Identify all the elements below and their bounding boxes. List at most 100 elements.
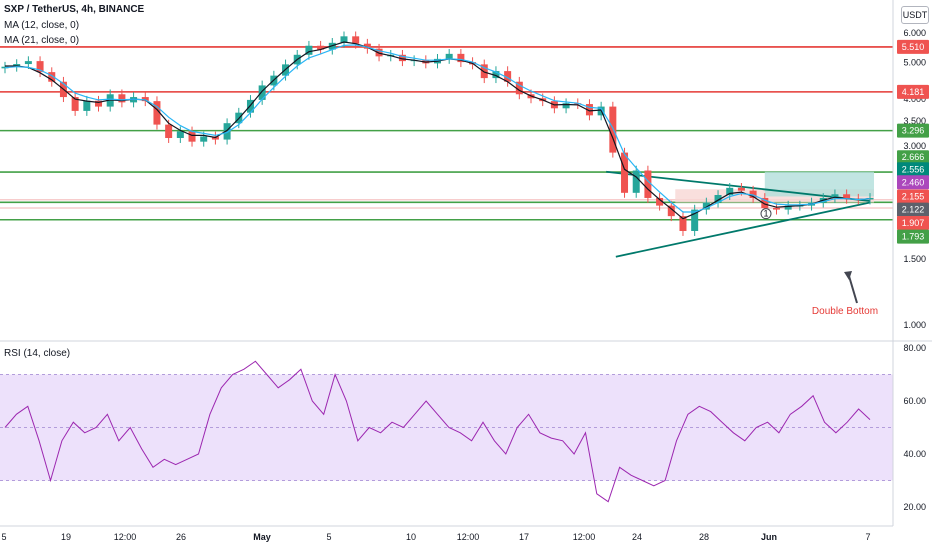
- candle[interactable]: [258, 85, 266, 100]
- candle[interactable]: [200, 136, 208, 142]
- ma21-legend[interactable]: MA (21, close, 0): [4, 35, 80, 46]
- double-bottom-label: Double Bottom: [812, 306, 878, 317]
- candle[interactable]: [784, 205, 792, 210]
- rsi-band-layer: [0, 374, 893, 482]
- rsi-tick-label: 60.00: [903, 396, 926, 406]
- rsi-legend[interactable]: RSI (14, close): [4, 348, 71, 359]
- candle[interactable]: [188, 131, 196, 142]
- candle[interactable]: [340, 36, 348, 43]
- price-tag: [897, 175, 929, 190]
- x-tick-label: 12:00: [457, 532, 480, 542]
- candle[interactable]: [130, 97, 138, 103]
- candle[interactable]: [772, 207, 780, 210]
- candle[interactable]: [223, 123, 231, 140]
- x-tick-label: Jun: [761, 532, 777, 542]
- candle[interactable]: [737, 187, 745, 191]
- candle[interactable]: [352, 36, 360, 44]
- rsi-line[interactable]: [4, 360, 871, 503]
- rsi-tick-label: 20.00: [903, 502, 926, 512]
- x-tick-label: 5: [326, 532, 331, 542]
- price-tag: [897, 150, 929, 165]
- candle[interactable]: [363, 43, 371, 49]
- price-tag: [897, 189, 929, 204]
- candle[interactable]: [398, 54, 406, 62]
- price-tag: [897, 162, 929, 177]
- x-tick-label: May: [253, 532, 271, 542]
- candle[interactable]: [726, 187, 734, 196]
- y-tick-label: 3.000: [903, 141, 926, 151]
- candle[interactable]: [702, 202, 710, 210]
- candle[interactable]: [761, 197, 769, 208]
- price-tag: [897, 202, 929, 217]
- ma12-line[interactable]: [5, 41, 871, 220]
- lower-trendline[interactable]: [615, 201, 871, 258]
- candle[interactable]: [843, 194, 851, 199]
- candle[interactable]: [13, 64, 21, 67]
- arrow-shaft: [848, 275, 858, 304]
- candle[interactable]: [609, 106, 617, 153]
- y-tick-label: 1.000: [903, 320, 926, 330]
- price-tag-label: 2.122: [902, 205, 925, 215]
- price-tag-label: 1.907: [902, 218, 925, 228]
- x-tick-label: 12:00: [114, 532, 137, 542]
- chart-title: SXP / TetherUS, 4h, BINANCE: [4, 4, 145, 15]
- candle[interactable]: [679, 216, 687, 231]
- price-tag-label: 3.296: [902, 126, 925, 136]
- x-tick-label: 19: [61, 532, 71, 542]
- arrow-head: [844, 271, 852, 280]
- candle[interactable]: [504, 71, 512, 82]
- y-tick-label: 6.000: [903, 28, 926, 38]
- candle[interactable]: [562, 103, 570, 109]
- ma-layer: [4, 41, 871, 220]
- price-tag: [897, 123, 929, 138]
- x-tick-label: 24: [632, 532, 642, 542]
- price-tags-layer: 5.510 4.181 3.296 2.666 2.556 2.460 2.155 2.122…: [897, 39, 929, 244]
- y-tick-label: 1.500: [903, 254, 926, 264]
- ma21-line[interactable]: [4, 44, 871, 213]
- candle[interactable]: [24, 61, 32, 65]
- candle[interactable]: [71, 97, 79, 111]
- candle[interactable]: [585, 104, 593, 116]
- candle[interactable]: [644, 170, 652, 198]
- candle[interactable]: [83, 100, 91, 111]
- rsi-tick-label: 80.00: [903, 343, 926, 353]
- candle[interactable]: [317, 45, 325, 50]
- y-tick-label: 3.500: [903, 116, 926, 126]
- candle[interactable]: [246, 99, 254, 113]
- candle[interactable]: [445, 53, 453, 59]
- candle[interactable]: [831, 194, 839, 198]
- candle[interactable]: [95, 100, 103, 107]
- candle[interactable]: [515, 81, 523, 95]
- candles-layer: [1, 31, 874, 236]
- candle[interactable]: [632, 170, 640, 193]
- y-tick-label: 5.000: [903, 58, 926, 68]
- candle[interactable]: [621, 152, 629, 193]
- candle[interactable]: [176, 131, 184, 139]
- x-tick-label: 5: [1, 532, 6, 542]
- x-tick-label: 12:00: [573, 532, 596, 542]
- candle[interactable]: [667, 205, 675, 217]
- candle[interactable]: [118, 94, 126, 103]
- candle[interactable]: [153, 101, 161, 125]
- price-tag-label: 4.181: [902, 87, 925, 97]
- x-tick-label: 26: [176, 532, 186, 542]
- candle[interactable]: [48, 72, 56, 82]
- annotation-layer: Double Bottom 1: [760, 208, 878, 317]
- candle[interactable]: [141, 97, 149, 102]
- candle[interactable]: [656, 197, 664, 206]
- price-tag: [897, 84, 929, 99]
- candle[interactable]: [305, 45, 313, 55]
- candle[interactable]: [36, 61, 44, 73]
- candle[interactable]: [457, 53, 465, 63]
- candle[interactable]: [492, 71, 500, 79]
- candle[interactable]: [714, 195, 722, 203]
- price-tag-label: 2.460: [902, 177, 925, 187]
- candle[interactable]: [165, 124, 173, 139]
- price-tag: [897, 39, 929, 54]
- candle[interactable]: [691, 209, 699, 231]
- candle[interactable]: [480, 64, 488, 79]
- currency-button[interactable]: USDT: [901, 6, 929, 24]
- ma12-legend[interactable]: MA (12, close, 0): [4, 20, 80, 31]
- candle[interactable]: [749, 190, 757, 198]
